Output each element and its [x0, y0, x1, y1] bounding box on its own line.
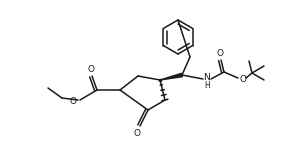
Text: H: H	[204, 82, 210, 91]
Text: O: O	[217, 49, 223, 58]
Text: O: O	[88, 64, 94, 73]
Text: O: O	[240, 74, 247, 83]
Polygon shape	[160, 73, 182, 80]
Text: N: N	[204, 73, 210, 82]
Text: O: O	[134, 130, 141, 139]
Text: O: O	[69, 98, 77, 106]
